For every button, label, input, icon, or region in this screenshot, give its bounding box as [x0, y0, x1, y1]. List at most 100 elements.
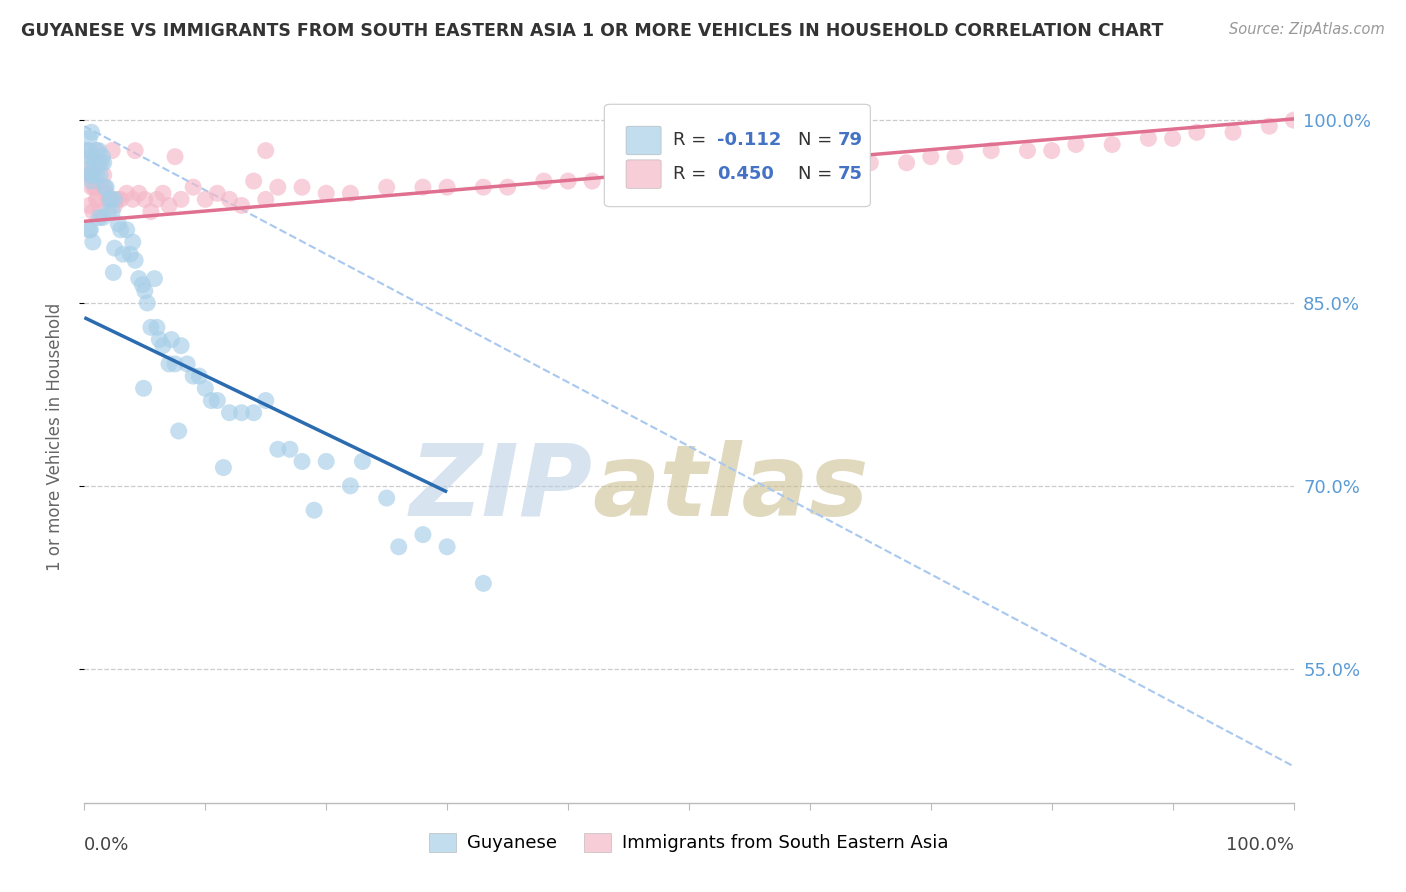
Point	[218, 192, 240, 206]
Point	[77, 223, 100, 237]
Point	[77, 198, 100, 212]
Point	[1101, 137, 1123, 152]
Point	[124, 144, 146, 158]
Text: 0.450: 0.450	[717, 165, 773, 183]
Point	[859, 155, 882, 169]
Point	[107, 217, 129, 231]
Point	[896, 155, 918, 169]
Point	[77, 161, 100, 176]
Point	[104, 241, 127, 255]
Point	[79, 168, 101, 182]
Point	[207, 393, 229, 408]
Point	[1161, 131, 1184, 145]
Point	[77, 155, 100, 169]
Point	[157, 198, 180, 212]
Point	[339, 479, 361, 493]
Point	[87, 155, 110, 169]
Point	[77, 144, 100, 158]
Point	[388, 540, 411, 554]
Point	[82, 235, 104, 249]
Point	[101, 204, 124, 219]
Point	[100, 192, 122, 206]
Point	[823, 155, 845, 169]
Point	[212, 460, 235, 475]
Point	[136, 296, 159, 310]
Point	[94, 180, 117, 194]
Point	[557, 174, 579, 188]
Point	[148, 333, 170, 347]
Point	[231, 198, 253, 212]
Text: ZIP: ZIP	[409, 440, 592, 537]
Point	[84, 180, 107, 194]
Point	[267, 442, 290, 457]
Point	[1282, 113, 1305, 128]
Point	[87, 211, 110, 225]
Point	[100, 192, 122, 206]
Y-axis label: 1 or more Vehicles in Household: 1 or more Vehicles in Household	[45, 303, 63, 571]
Point	[146, 320, 169, 334]
Text: GUYANESE VS IMMIGRANTS FROM SOUTH EASTERN ASIA 1 OR MORE VEHICLES IN HOUSEHOLD C: GUYANESE VS IMMIGRANTS FROM SOUTH EASTER…	[21, 22, 1164, 40]
Point	[654, 168, 676, 182]
Point	[533, 174, 555, 188]
Point	[291, 180, 314, 194]
Point	[242, 406, 264, 420]
Point	[1064, 137, 1087, 152]
Point	[86, 192, 108, 206]
Point	[124, 253, 146, 268]
Point	[143, 271, 166, 285]
Point	[93, 155, 115, 169]
Text: N =: N =	[797, 165, 838, 183]
Point	[101, 144, 124, 158]
Point	[76, 144, 98, 158]
Point	[1137, 131, 1160, 145]
Point	[315, 454, 337, 468]
Point	[436, 540, 458, 554]
Point	[79, 150, 101, 164]
Point	[86, 144, 108, 158]
Point	[94, 180, 117, 194]
Point	[98, 192, 121, 206]
Point	[339, 186, 361, 201]
Point	[139, 204, 162, 219]
Point	[94, 186, 117, 201]
Point	[678, 168, 700, 182]
Point	[91, 150, 114, 164]
Point	[110, 192, 132, 206]
Text: atlas: atlas	[592, 440, 869, 537]
Point	[90, 155, 112, 169]
Point	[79, 168, 101, 182]
Point	[86, 168, 108, 182]
Point	[134, 192, 156, 206]
Text: Source: ZipAtlas.com: Source: ZipAtlas.com	[1229, 22, 1385, 37]
Point	[83, 180, 105, 194]
Point	[76, 168, 98, 182]
Text: 0.0%: 0.0%	[84, 836, 129, 854]
Point	[115, 223, 138, 237]
Point	[738, 161, 761, 176]
Point	[496, 180, 519, 194]
Point	[315, 186, 337, 201]
Point	[87, 144, 110, 158]
Text: 100.0%: 100.0%	[1226, 836, 1294, 854]
Point	[157, 357, 180, 371]
Point	[291, 454, 314, 468]
Legend: Guyanese, Immigrants from South Eastern Asia: Guyanese, Immigrants from South Eastern …	[422, 826, 956, 860]
Point	[139, 320, 162, 334]
Point	[115, 186, 138, 201]
Point	[112, 247, 135, 261]
Point	[83, 155, 105, 169]
Point	[254, 393, 277, 408]
Point	[194, 381, 217, 395]
Point	[200, 393, 222, 408]
Point	[97, 204, 120, 219]
Point	[83, 168, 105, 182]
Point	[91, 180, 114, 194]
Point	[375, 180, 398, 194]
Point	[80, 125, 103, 139]
Point	[302, 503, 325, 517]
Point	[218, 406, 240, 420]
Point	[617, 174, 640, 188]
FancyBboxPatch shape	[626, 160, 661, 188]
Point	[97, 192, 120, 206]
FancyBboxPatch shape	[605, 104, 870, 207]
